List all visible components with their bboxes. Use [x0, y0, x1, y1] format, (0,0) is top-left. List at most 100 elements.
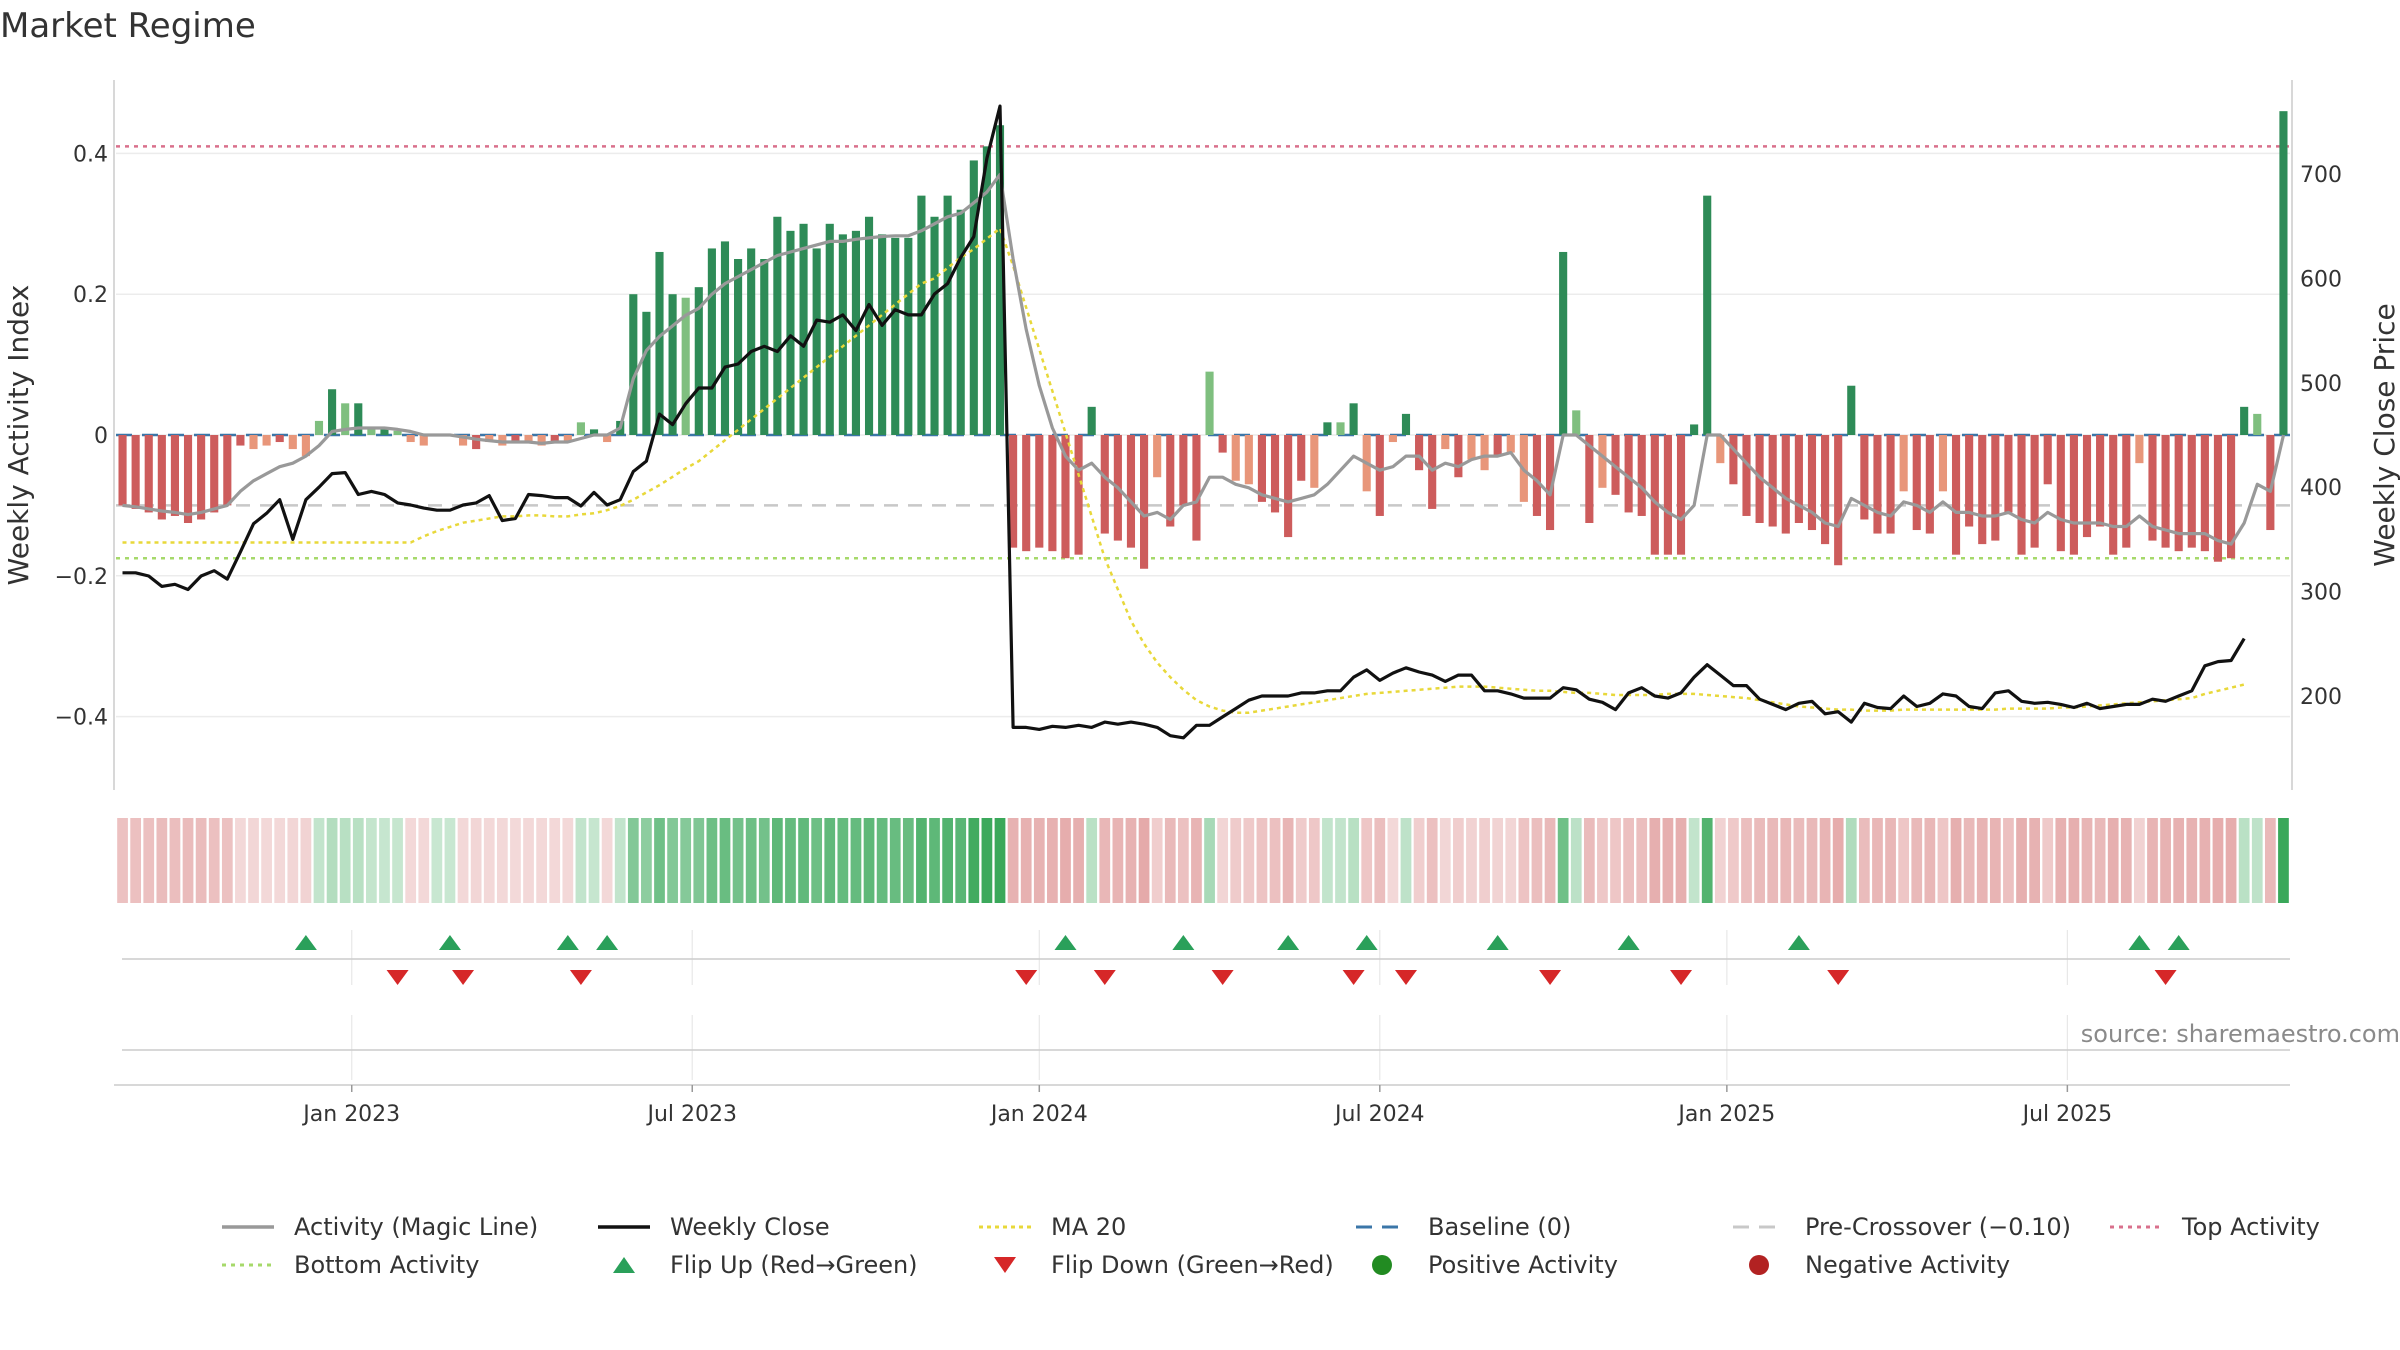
- activity-bar: [1388, 435, 1397, 443]
- regime-cell: [902, 818, 914, 903]
- legend-label: Top Activity: [2182, 1213, 2320, 1241]
- regime-cell: [2212, 818, 2224, 903]
- regime-cell: [1950, 818, 1962, 903]
- y-left-axis-label: Weekly Activity Index: [2, 285, 35, 586]
- activity-bar: [2082, 435, 2092, 538]
- activity-bar: [1637, 435, 1646, 516]
- x-tick-label: Jan 2025: [1676, 1102, 1775, 1127]
- activity-bar: [838, 234, 847, 435]
- activity-bar: [1690, 424, 1699, 435]
- legend-item-top: Top Activity: [2108, 1208, 2338, 1246]
- regime-cell: [261, 818, 272, 903]
- legend-item-ma20: MA 20: [977, 1208, 1354, 1246]
- activity-bar: [904, 237, 913, 435]
- activity-bar: [603, 435, 612, 443]
- legend-swatch-triangle: [994, 1257, 1016, 1273]
- legend-row: Bottom Activity Flip Up (Red→Green) Flip D…: [220, 1246, 2370, 1284]
- y-right-tick-label: 600: [2300, 267, 2342, 292]
- flip-up-marker: [1617, 935, 1640, 950]
- flip-up-marker: [2167, 935, 2190, 950]
- regime-cell: [2186, 818, 2198, 903]
- regime-cell: [706, 818, 718, 903]
- activity-bar: [629, 294, 638, 435]
- regime-cell: [1164, 818, 1176, 903]
- activity-bar: [891, 237, 900, 435]
- activity-bar: [223, 435, 232, 506]
- y-left-tick-label: −0.2: [55, 565, 108, 590]
- regime-cell: [719, 818, 731, 903]
- activity-bar: [1349, 403, 1358, 435]
- flip-up-marker: [1355, 935, 1378, 950]
- activity-bar: [747, 248, 756, 435]
- y-left-tick-label: 0.2: [73, 283, 108, 308]
- legend-item-flipdown: Flip Down (Green→Red): [977, 1246, 1354, 1284]
- activity-bar: [1087, 406, 1096, 435]
- regime-cell: [968, 818, 980, 903]
- regime-cell: [418, 818, 430, 903]
- activity-bar: [1205, 371, 1214, 435]
- axes: 0.4 0.2 0 −0.2 −0.4 700 600 500 400 300 200 Weekly …: [2, 80, 2400, 790]
- activity-bar: [236, 435, 245, 446]
- regime-cell: [1597, 818, 1608, 903]
- legend-swatch-bottom: [222, 1263, 274, 1267]
- activity-bar: [563, 435, 572, 443]
- activity-bar: [2043, 435, 2052, 485]
- activity-bar: [1284, 435, 1293, 538]
- activity-bar: [851, 230, 861, 435]
- regime-cell: [562, 818, 574, 903]
- regime-cell: [405, 818, 417, 903]
- source-credit: source: sharemaestro.com: [2080, 1020, 2400, 1048]
- regime-cell: [1819, 818, 1831, 903]
- activity-bar: [144, 435, 153, 513]
- activity-bar: [878, 234, 887, 435]
- activity-bar: [157, 435, 166, 520]
- chart-legend: Activity (Magic Line) Weekly Close MA 20 Ba…: [220, 1208, 2370, 1284]
- regime-cell: [2278, 818, 2289, 903]
- reference-lines: [116, 145, 2290, 560]
- regime-cell: [300, 818, 312, 903]
- activity-bar: [2017, 435, 2026, 555]
- activity-bar: [1794, 435, 1803, 523]
- regime-cell: [2003, 818, 2014, 903]
- regime-cell: [1387, 818, 1399, 903]
- regime-cell: [641, 818, 652, 903]
- activity-bar: [183, 435, 193, 523]
- activity-bar: [2266, 435, 2275, 531]
- regime-cell: [1047, 818, 1058, 903]
- regime-cell: [156, 818, 168, 903]
- regime-cell: [143, 818, 155, 903]
- activity-bar: [419, 435, 428, 446]
- regime-cell: [601, 818, 613, 903]
- regime-cell: [1662, 818, 1674, 903]
- regime-cell: [130, 818, 142, 903]
- activity-bar: [1978, 435, 1987, 545]
- activity-bar: [1310, 435, 1319, 488]
- regime-cell: [2251, 818, 2263, 903]
- legend-label: Activity (Magic Line): [294, 1213, 539, 1241]
- regime-cell: [1033, 818, 1045, 903]
- activity-bar: [1650, 435, 1659, 555]
- regime-cell: [1885, 818, 1896, 903]
- activity-bar: [1912, 435, 1921, 531]
- regime-cell: [1400, 818, 1412, 903]
- y-left-tick-label: −0.4: [55, 706, 108, 731]
- regime-cell: [732, 818, 744, 903]
- activity-bar: [1598, 435, 1607, 488]
- regime-cell: [221, 818, 233, 903]
- activity-bar: [1336, 422, 1345, 435]
- regime-cell: [392, 818, 403, 903]
- activity-bar: [524, 435, 533, 443]
- activity-bar: [1126, 435, 1136, 548]
- regime-cell: [1007, 818, 1019, 903]
- regime-cell: [431, 818, 443, 903]
- activity-bar: [1834, 435, 1843, 566]
- activity-bar: [969, 160, 978, 435]
- legend-label: Pre-Crossover (−0.10): [1805, 1213, 2072, 1241]
- flip-down-marker: [1394, 970, 1417, 985]
- regime-cell: [1479, 818, 1490, 903]
- activity-bar: [1048, 435, 1057, 552]
- flip-down-marker: [1827, 970, 1850, 985]
- activity-bar: [1244, 435, 1253, 485]
- regime-cell: [1453, 818, 1464, 903]
- regime-cell: [1295, 818, 1307, 903]
